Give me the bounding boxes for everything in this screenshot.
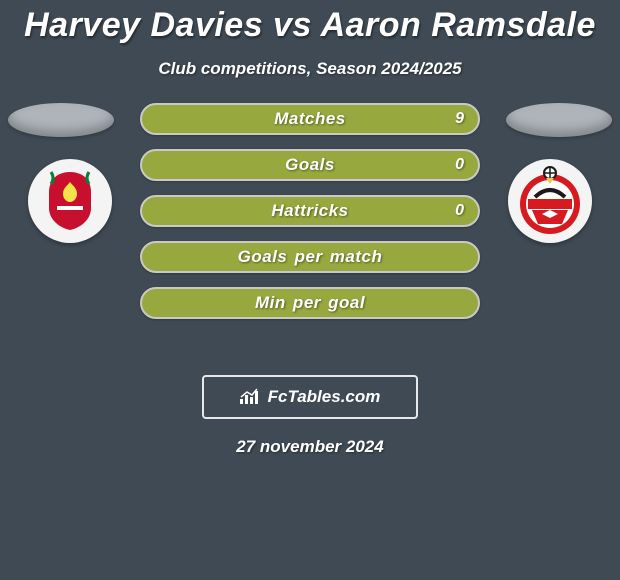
stat-value-right: 0	[455, 202, 464, 220]
subtitle: Club competitions, Season 2024/2025	[0, 59, 620, 79]
stat-label: Matches	[274, 109, 346, 129]
page-title: Harvey Davies vs Aaron Ramsdale	[0, 0, 620, 45]
player-right-placeholder	[506, 103, 612, 137]
stat-bar: Min per goal	[140, 287, 480, 319]
branding-box: FcTables.com	[202, 375, 418, 419]
stat-label: Min per goal	[255, 293, 365, 313]
stat-label: Goals per match	[238, 247, 383, 267]
stat-label: Goals	[285, 155, 335, 175]
club-crest-left	[28, 159, 112, 243]
liverpool-crest-icon	[35, 166, 105, 236]
bar-chart-icon	[240, 388, 262, 406]
comparison-stage: Matches 9 Goals 0 Hattricks 0 Goals per match M…	[0, 107, 620, 357]
footer-date: 27 november 2024	[0, 437, 620, 457]
club-crest-right	[508, 159, 592, 243]
southampton-crest-icon	[513, 164, 587, 238]
stat-value-right: 9	[455, 110, 464, 128]
player-left-placeholder	[8, 103, 114, 137]
stat-bar: Hattricks 0	[140, 195, 480, 227]
branding-text: FcTables.com	[268, 387, 381, 407]
stat-value-right: 0	[455, 156, 464, 174]
stat-label: Hattricks	[271, 201, 348, 221]
stat-bar: Matches 9	[140, 103, 480, 135]
stat-bar: Goals per match	[140, 241, 480, 273]
stat-bar: Goals 0	[140, 149, 480, 181]
stat-bars: Matches 9 Goals 0 Hattricks 0 Goals per match M…	[140, 103, 480, 333]
